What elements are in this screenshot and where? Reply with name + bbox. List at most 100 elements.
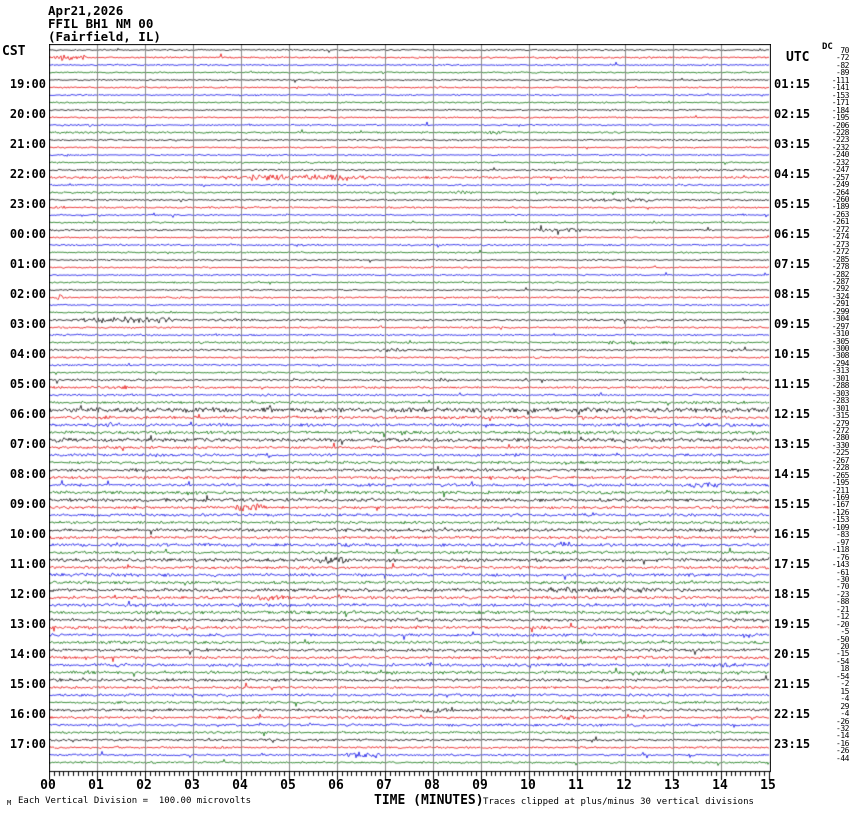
dc-offset-value: -195 — [831, 478, 850, 487]
dc-offset-value: -324 — [831, 292, 850, 301]
utc-hour-label: 09:15 — [774, 317, 811, 331]
dc-offset-value: -223 — [831, 135, 850, 144]
dc-offset-value: -20 — [836, 620, 849, 629]
cst-hour-label: 14:00 — [9, 647, 46, 661]
dc-offset-value: -279 — [831, 419, 850, 428]
x-axis-tick-label: 05 — [280, 778, 296, 793]
dc-offset-value: -301 — [831, 374, 850, 383]
dc-offset-value: -30 — [836, 575, 849, 584]
cst-hour-label: 05:00 — [9, 377, 46, 391]
title-station: FFIL BH1 NM 00 — [48, 16, 154, 31]
dc-offset-value: -72 — [836, 53, 849, 62]
dc-offset-value: -264 — [831, 188, 850, 197]
utc-hour-label: 10:15 — [774, 347, 811, 361]
utc-hour-label: 21:15 — [774, 677, 811, 691]
dc-offset-value: -272 — [831, 225, 850, 234]
x-axis-tick-label: 12 — [616, 778, 632, 793]
dc-offset-value: -330 — [831, 441, 850, 450]
dc-offset-value: 20 — [840, 642, 849, 651]
utc-hour-label: 18:15 — [774, 587, 811, 601]
title-date: Apr21,2026 — [48, 3, 124, 18]
x-axis-tick-label: 09 — [472, 778, 488, 793]
x-axis-title: TIME (MINUTES) — [374, 793, 484, 808]
dc-offset-value: -249 — [831, 180, 850, 189]
x-axis-tick-label: 01 — [88, 778, 104, 793]
dc-offset-value: -232 — [831, 158, 850, 167]
cst-hour-label: 16:00 — [9, 707, 46, 721]
x-axis-tick-label: 13 — [664, 778, 680, 793]
cst-hour-label: 11:00 — [9, 557, 46, 571]
utc-hour-label: 02:15 — [774, 107, 811, 121]
dc-offset-value: -304 — [831, 314, 850, 323]
dc-offset-value: -267 — [831, 456, 850, 465]
x-axis-tick-label: 03 — [184, 778, 200, 793]
dc-offset-value: -299 — [831, 307, 850, 316]
dc-offset-value: -257 — [831, 173, 850, 182]
right-axis-header: UTC — [786, 50, 810, 65]
dc-column-header: DC — [822, 42, 833, 52]
dc-offset-value: -54 — [836, 672, 849, 681]
utc-hour-label: 12:15 — [774, 407, 811, 421]
dc-offset-value: -265 — [831, 471, 850, 480]
dc-offset-value: -232 — [831, 143, 850, 152]
dc-offset-value: 18 — [840, 664, 849, 673]
x-axis-tick-label: 06 — [328, 778, 344, 793]
dc-offset-value: -272 — [831, 247, 850, 256]
dc-offset-value: -278 — [831, 262, 850, 271]
dc-offset-value: -26 — [836, 746, 849, 755]
cst-hour-label: 21:00 — [9, 137, 46, 151]
dc-offset-value: -261 — [831, 217, 850, 226]
dc-offset-value: -76 — [836, 553, 849, 562]
utc-hour-label: 22:15 — [774, 707, 811, 721]
dc-offset-value: -305 — [831, 337, 850, 346]
utc-hour-label: 20:15 — [774, 647, 811, 661]
watermark-glyph: M — [7, 799, 12, 807]
dc-offset-value: -294 — [831, 359, 850, 368]
dc-offset-value: -189 — [831, 202, 850, 211]
dc-offset-value: -153 — [831, 515, 850, 524]
utc-hour-label: 01:15 — [774, 77, 811, 91]
utc-hour-label: 04:15 — [774, 167, 811, 181]
utc-hour-label: 07:15 — [774, 257, 811, 271]
cst-hour-label: 22:00 — [9, 167, 46, 181]
utc-hour-label: 15:15 — [774, 497, 811, 511]
x-axis-tick-label: 11 — [568, 778, 584, 793]
dc-offset-value: -141 — [831, 83, 850, 92]
dc-offset-value: -167 — [831, 500, 850, 509]
utc-hour-label: 08:15 — [774, 287, 811, 301]
dc-offset-value: -280 — [831, 433, 850, 442]
x-axis-tick-label: 10 — [520, 778, 536, 793]
dc-offset-value: -301 — [831, 404, 850, 413]
dc-offset-value: -32 — [836, 724, 849, 733]
x-axis-tick-label: 07 — [376, 778, 392, 793]
dc-offset-value: -291 — [831, 299, 850, 308]
cst-hour-label: 00:00 — [9, 227, 46, 241]
dc-offset-value: -315 — [831, 411, 850, 420]
cst-hour-label: 07:00 — [9, 437, 46, 451]
cst-hour-label: 23:00 — [9, 197, 46, 211]
x-axis-tick-label: 08 — [424, 778, 440, 793]
dc-offset-value: -70 — [836, 582, 849, 591]
seismogram-plot — [49, 44, 771, 782]
dc-offset-value: -23 — [836, 590, 849, 599]
dc-offset-value: -44 — [836, 754, 849, 763]
dc-offset-value: -111 — [831, 76, 850, 85]
dc-offset-value: -274 — [831, 232, 850, 241]
dc-offset-value: 29 — [840, 702, 849, 711]
x-axis-tick-label: 14 — [712, 778, 728, 793]
dc-offset-value: -54 — [836, 657, 849, 666]
dc-offset-value: -16 — [836, 739, 849, 748]
dc-offset-value: -300 — [831, 344, 850, 353]
dc-offset-value: -272 — [831, 426, 850, 435]
dc-offset-value: -89 — [836, 68, 849, 77]
utc-hour-label: 23:15 — [774, 737, 811, 751]
utc-hour-label: 16:15 — [774, 527, 811, 541]
cst-hour-label: 01:00 — [9, 257, 46, 271]
dc-offset-value: -260 — [831, 195, 850, 204]
scale-note: Each Vertical Division = 100.00 microvol… — [18, 796, 251, 806]
utc-hour-label: 17:15 — [774, 557, 811, 571]
x-axis-tick-label: 02 — [136, 778, 152, 793]
utc-hour-label: 14:15 — [774, 467, 811, 481]
cst-hour-label: 13:00 — [9, 617, 46, 631]
dc-offset-value: 70 — [840, 46, 849, 55]
